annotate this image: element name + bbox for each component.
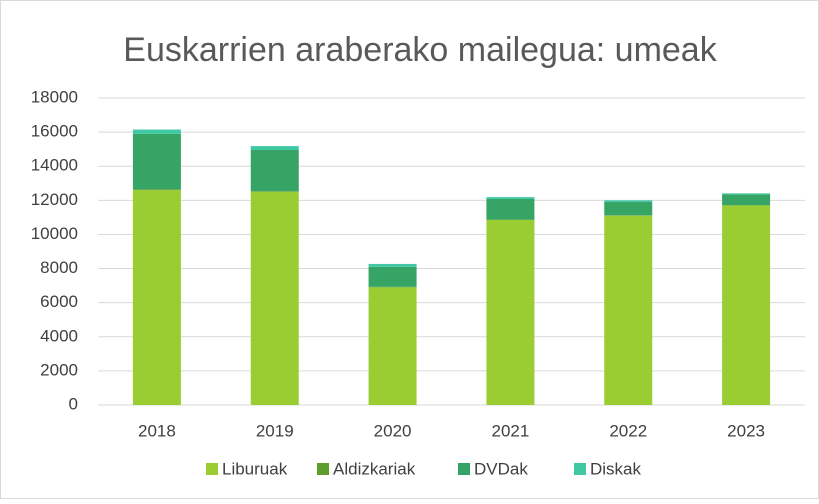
bar-segment	[722, 194, 770, 205]
y-tick-label: 14000	[31, 156, 78, 175]
bar-segment	[369, 287, 417, 288]
bar-segment	[486, 220, 534, 405]
legend-label: Liburuak	[222, 459, 288, 478]
bar-segment	[369, 287, 417, 405]
bar-segment	[369, 267, 417, 287]
bar-segment	[133, 189, 181, 190]
bar-segment	[604, 200, 652, 202]
bar-segment	[251, 192, 299, 405]
bar-segment	[722, 193, 770, 194]
legend-swatch	[458, 463, 470, 475]
bar-segment	[251, 146, 299, 150]
bar-segment	[133, 134, 181, 189]
y-tick-label: 12000	[31, 190, 78, 209]
x-tick-label: 2023	[727, 421, 765, 440]
bar-segment	[369, 264, 417, 267]
bar-segment	[722, 205, 770, 405]
y-tick-label: 10000	[31, 224, 78, 243]
x-tick-label: 2022	[609, 421, 647, 440]
legend-swatch	[206, 463, 218, 475]
bar-segment	[486, 199, 534, 220]
x-tick-label: 2020	[374, 421, 412, 440]
y-tick-label: 6000	[40, 292, 78, 311]
y-tick-label: 8000	[40, 258, 78, 277]
bar-segment	[604, 216, 652, 405]
bar-segment	[251, 191, 299, 192]
x-tick-label: 2018	[138, 421, 176, 440]
bar-segment	[604, 202, 652, 215]
y-tick-label: 0	[69, 394, 78, 413]
bar-segment	[133, 130, 181, 134]
chart-title: Euskarrien araberako mailegua: umeak	[123, 31, 717, 69]
legend-label: Aldizkariak	[333, 459, 416, 478]
legend-swatch	[574, 463, 586, 475]
y-tick-label: 2000	[40, 360, 78, 379]
legend-label: Diskak	[590, 459, 642, 478]
bar-segment	[486, 197, 534, 199]
x-tick-label: 2021	[492, 421, 530, 440]
legend-label: DVDak	[474, 459, 528, 478]
y-tick-label: 4000	[40, 326, 78, 345]
y-tick-label: 16000	[31, 122, 78, 141]
x-tick-label: 2019	[256, 421, 294, 440]
y-tick-label: 18000	[31, 87, 78, 106]
bar-segment	[133, 190, 181, 405]
bar-segment	[251, 150, 299, 191]
legend-swatch	[317, 463, 329, 475]
